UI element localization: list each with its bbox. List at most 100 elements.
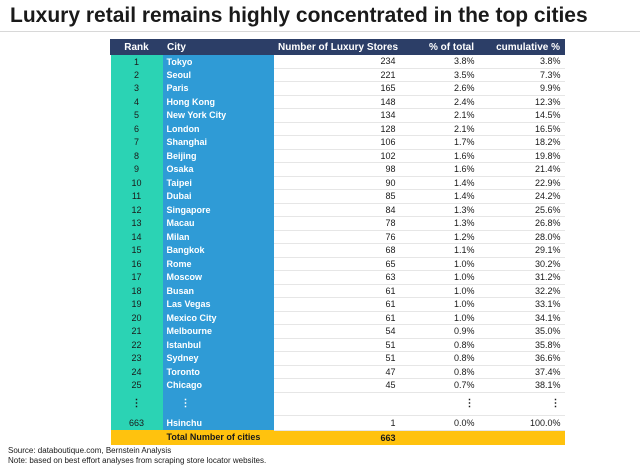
store-count-cell: 102 [273, 149, 400, 163]
table-row: 8 Beijing 102 1.6% 19.8% [110, 149, 565, 163]
cumulative-percent-cell: 14.5% [478, 108, 565, 123]
cumulative-percent-cell: 33.1% [478, 297, 565, 312]
table-row: 1 Tokyo 234 3.8% 3.8% [110, 54, 565, 69]
city-cell: Dubai [162, 189, 274, 203]
city-cell: Milan [162, 230, 274, 244]
header-percent-total: % of total [399, 39, 479, 55]
city-cell: London [162, 122, 274, 136]
store-count-cell: 106 [273, 135, 400, 150]
cumulative-percent-cell: 34.1% [478, 311, 565, 325]
table-row: 18 Busan 61 1.0% 32.2% [110, 284, 565, 298]
percent-total-cell: 0.8% [399, 338, 479, 352]
rank-cell: 7 [110, 135, 163, 149]
footnote: Note: based on best effort analyses from… [8, 456, 267, 465]
table-row: 9 Osaka 98 1.6% 21.4% [110, 162, 565, 177]
city-cell: Shanghai [162, 135, 274, 149]
table-row: 24 Toronto 47 0.8% 37.4% [110, 365, 565, 379]
cumulative-percent-cell: 7.3% [478, 68, 565, 82]
percent-total-cell: 3.5% [399, 68, 479, 82]
percent-total-cell: 1.6% [399, 162, 479, 177]
city-cell: Hong Kong [162, 95, 274, 109]
store-count-cell: 45 [273, 378, 400, 393]
rank-cell: 24 [110, 365, 163, 379]
percent-total-cell: 2.4% [399, 95, 479, 109]
table-row: 11 Dubai 85 1.4% 24.2% [110, 189, 565, 204]
rank-cell: 16 [110, 257, 163, 271]
total-row: Total Number of cities 663 [110, 430, 565, 445]
rank-cell: 18 [110, 284, 163, 298]
percent-total-cell: 1.3% [399, 216, 479, 231]
city-cell: Chicago [162, 378, 274, 392]
percent-total-cell: 1.0% [399, 297, 479, 312]
rank-cell: 2 [110, 68, 163, 82]
cumulative-percent-cell: 31.2% [478, 270, 565, 285]
city-cell: Singapore [162, 203, 274, 217]
table-row: 19 Las Vegas 61 1.0% 33.1% [110, 297, 565, 312]
total-spacer [399, 430, 565, 445]
rank-cell: 9 [110, 162, 163, 176]
store-count-cell: 98 [273, 162, 400, 177]
rank-cell: 5 [110, 108, 163, 122]
cumulative-percent-cell: 18.2% [478, 135, 565, 150]
table-row: 5 New York City 134 2.1% 14.5% [110, 108, 565, 123]
table-row: 20 Mexico City 61 1.0% 34.1% [110, 311, 565, 325]
rank-cell: 10 [110, 176, 163, 190]
percent-total-cell: 0.8% [399, 351, 479, 366]
total-label: Total Number of cities [162, 430, 274, 445]
store-count-cell: 165 [273, 81, 400, 96]
city-cell: Moscow [162, 270, 274, 284]
store-count-cell: 148 [273, 95, 400, 109]
city-cell: Hsinchu [162, 415, 274, 430]
store-count-cell: 61 [273, 297, 400, 312]
percent-total-cell: 1.0% [399, 270, 479, 285]
percent-total-cell: 1.1% [399, 243, 479, 258]
city-cell: Las Vegas [162, 297, 274, 311]
ellipsis-cell: ⋮ [399, 392, 479, 416]
percent-total-cell: 1.0% [399, 257, 479, 271]
city-cell: Bangkok [162, 243, 274, 257]
store-count-cell: 54 [273, 324, 400, 339]
city-cell: Beijing [162, 149, 274, 163]
table-row: 3 Paris 165 2.6% 9.9% [110, 81, 565, 96]
cumulative-percent-cell: 100.0% [478, 415, 565, 431]
cumulative-percent-cell: 32.2% [478, 284, 565, 298]
city-cell: Osaka [162, 162, 274, 176]
rank-cell: 8 [110, 149, 163, 163]
store-count-cell: 63 [273, 270, 400, 285]
cumulative-percent-cell: 16.5% [478, 122, 565, 136]
percent-total-cell: 0.8% [399, 365, 479, 379]
rank-cell: 25 [110, 378, 163, 392]
city-cell: Paris [162, 81, 274, 95]
ellipsis-row: ⋮ ⋮ ⋮ ⋮ [110, 392, 565, 416]
rank-cell: 12 [110, 203, 163, 217]
ellipsis-cell [273, 392, 400, 416]
table-row: 14 Milan 76 1.2% 28.0% [110, 230, 565, 244]
rank-cell: 19 [110, 297, 163, 311]
store-count-cell: 221 [273, 68, 400, 82]
total-value: 663 [273, 430, 400, 445]
rank-cell: 20 [110, 311, 163, 325]
store-count-cell: 68 [273, 243, 400, 258]
cumulative-percent-cell: 19.8% [478, 149, 565, 163]
header-rank: Rank [110, 39, 163, 55]
source-note: Source: databoutique.com, Bernstein Anal… [8, 446, 172, 455]
rank-cell: 4 [110, 95, 163, 109]
city-cell: Mexico City [162, 311, 274, 325]
percent-total-cell: 1.0% [399, 311, 479, 325]
city-cell: Istanbul [162, 338, 274, 352]
cumulative-percent-cell: 29.1% [478, 243, 565, 258]
table-row: 10 Taipei 90 1.4% 22.9% [110, 176, 565, 190]
cumulative-percent-cell: 9.9% [478, 81, 565, 96]
table-row: 15 Bangkok 68 1.1% 29.1% [110, 243, 565, 258]
header-store-count: Number of Luxury Stores [273, 39, 400, 55]
rank-cell: 14 [110, 230, 163, 244]
cumulative-percent-cell: 26.8% [478, 216, 565, 231]
luxury-cities-table: Rank City Number of Luxury Stores % of t… [110, 39, 565, 445]
table-row: 6 London 128 2.1% 16.5% [110, 122, 565, 136]
city-cell: Rome [162, 257, 274, 271]
total-spacer [110, 430, 163, 445]
store-count-cell: 128 [273, 122, 400, 136]
table-row: 16 Rome 65 1.0% 30.2% [110, 257, 565, 271]
percent-total-cell: 0.9% [399, 324, 479, 339]
store-count-cell: 85 [273, 189, 400, 204]
